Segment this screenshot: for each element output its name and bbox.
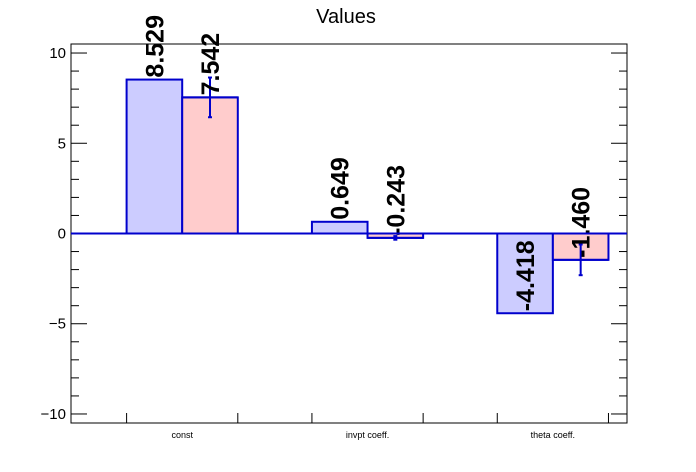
value-label: 0.649	[327, 157, 355, 220]
y-tick-label: 10	[49, 45, 66, 62]
value-label: 7.542	[197, 33, 225, 96]
y-tick-label: −10	[41, 406, 66, 423]
y-tick-label: −5	[49, 316, 66, 333]
bar	[181, 96, 239, 235]
category-label: const	[171, 430, 193, 440]
bar	[310, 220, 369, 235]
value-label: 8.529	[141, 15, 169, 78]
category-label: invpt coeff.	[346, 430, 389, 440]
value-label: -1.460	[568, 187, 596, 258]
value-label: -4.418	[512, 240, 540, 311]
value-label: -0.243	[382, 165, 410, 236]
bar	[496, 232, 554, 315]
bar	[125, 78, 184, 235]
chart-title: Values	[316, 6, 376, 28]
y-tick-label: 5	[58, 135, 66, 152]
y-tick-label: 0	[58, 226, 66, 243]
category-label: theta coeff.	[531, 430, 575, 440]
plot-area: −10 −5 0 5 10 8.529 0.649 -4.418 7.542 -0.243 -1.4…	[41, 15, 628, 440]
